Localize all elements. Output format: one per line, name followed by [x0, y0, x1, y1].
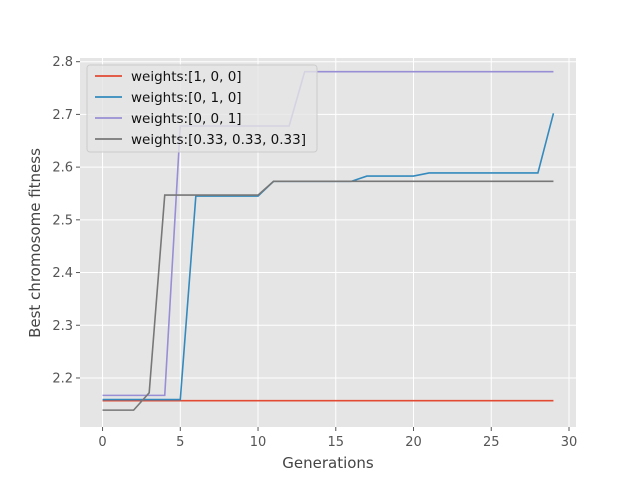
series-layer	[102, 70, 555, 411]
legend-label-2: weights:[0, 1, 0]	[131, 90, 242, 106]
x-axis-label: Generations	[282, 454, 374, 472]
y-tick-label: 2.7	[52, 108, 73, 123]
x-tick-label: 20	[405, 435, 422, 450]
y-tick-label: 2.2	[52, 371, 73, 386]
x-tick-label: 15	[328, 435, 345, 450]
legend-label-4: weights:[0.33, 0.33, 0.33]	[131, 132, 306, 148]
x-tick-label: 25	[483, 435, 500, 450]
legend-box	[86, 64, 318, 153]
legend-label-3: weights:[0, 0, 1]	[131, 111, 242, 127]
x-tick-label: 0	[98, 435, 106, 450]
y-tick-label: 2.4	[52, 266, 73, 281]
x-tick-label: 10	[250, 435, 267, 450]
legend: weights:[1, 0, 0] weights:[0, 1, 0] weight…	[86, 64, 318, 153]
legend-label-1: weights:[1, 0, 0]	[131, 69, 242, 85]
y-tick-label: 2.5	[52, 213, 73, 228]
x-tick-label: 30	[561, 435, 578, 450]
x-tick-label: 5	[176, 435, 184, 450]
series-line-3	[102, 70, 554, 397]
series-line-4	[102, 180, 554, 411]
y-tick-label: 2.3	[52, 319, 73, 334]
y-tick-label: 2.6	[52, 161, 73, 176]
axis-ticks: 0 5 10 15 20 25 30 2.2 2.3 2.4 2.5 2.6 2.7 2.8	[52, 55, 577, 450]
y-tick-label: 2.8	[52, 55, 73, 70]
y-axis-label: Best chromosome fitness	[26, 148, 44, 338]
